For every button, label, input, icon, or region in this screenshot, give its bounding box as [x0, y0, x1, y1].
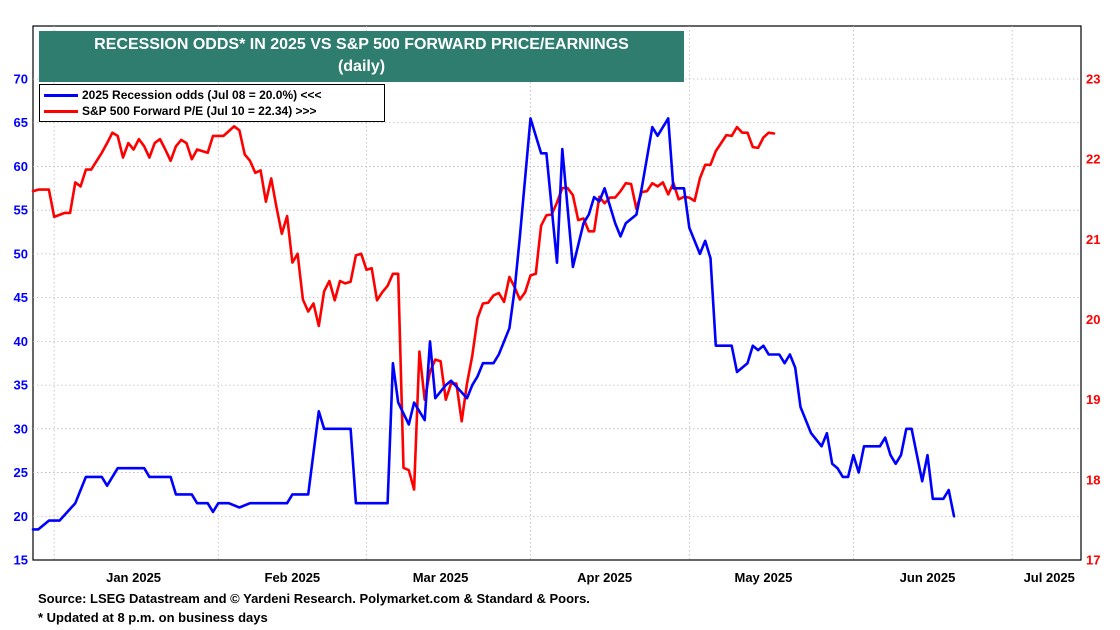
series-line-forward-pe: [31, 125, 776, 491]
y-left-tick-label: 55: [14, 203, 28, 218]
x-tick-label: Mar 2025: [413, 570, 469, 585]
y-left-tick-label: 20: [14, 509, 28, 524]
chart-title: RECESSION ODDS* IN 2025 VS S&P 500 FORWA…: [39, 31, 684, 82]
legend-item-recession: 2025 Recession odds (Jul 08 = 20.0%) <<<: [44, 87, 321, 103]
y-left-tick-label: 65: [14, 115, 28, 130]
y-right-tick-label: 18: [1086, 472, 1100, 487]
chart-title-line2: (daily): [337, 58, 386, 75]
y-right-tick-label: 17: [1086, 553, 1100, 568]
x-tick-label: May 2025: [735, 570, 793, 585]
y-left-tick-label: 35: [14, 378, 28, 393]
x-tick-label: Jul 2025: [1024, 570, 1075, 585]
legend-item-pe: S&P 500 Forward P/E (Jul 10 = 22.34) >>>: [44, 103, 317, 119]
x-tick-label: Jun 2025: [900, 570, 956, 585]
y-left-tick-label: 70: [14, 72, 28, 87]
y-left-tick-label: 40: [14, 334, 28, 349]
x-tick-label: Feb 2025: [265, 570, 321, 585]
y-right-tick-label: 19: [1086, 392, 1100, 407]
x-tick-label: Apr 2025: [577, 570, 632, 585]
y-left-tick-label: 45: [14, 290, 28, 305]
legend-swatch-pe: [44, 110, 78, 114]
axes: 15 20 25 30 35 40 45 50 55 60 65 70 17 18 19 20 21 22 23 Ja…: [14, 72, 1101, 586]
source-note: Source: LSEG Datastream and © Yardeni Re…: [38, 591, 590, 606]
plot-frame: [32, 25, 1082, 561]
legend-label-recession: 2025 Recession odds (Jul 08 = 20.0%) <<<: [82, 88, 322, 102]
legend-swatch-recession: [44, 94, 78, 98]
x-tick-label: Jan 2025: [106, 570, 161, 585]
y-left-tick-label: 25: [14, 465, 28, 480]
y-left-tick-label: 15: [14, 553, 28, 568]
series-lines: [31, 117, 956, 531]
y-right-tick-label: 23: [1086, 72, 1100, 87]
y-left-tick-label: 60: [14, 159, 28, 174]
y-right-tick-label: 20: [1086, 312, 1100, 327]
y-right-tick-label: 22: [1086, 152, 1100, 167]
legend-label-pe: S&P 500 Forward P/E (Jul 10 = 22.34) >>>: [82, 104, 317, 118]
y-right-tick-label: 21: [1086, 232, 1100, 247]
legend: 2025 Recession odds (Jul 08 = 20.0%) <<<…: [39, 84, 385, 122]
chart-title-line1: RECESSION ODDS* IN 2025 VS S&P 500 FORWA…: [94, 36, 629, 53]
y-left-tick-label: 30: [14, 421, 28, 436]
footnote: * Updated at 8 p.m. on business days: [38, 610, 268, 625]
y-left-tick-label: 50: [14, 246, 28, 261]
series-line-recession-odds: [31, 117, 956, 531]
